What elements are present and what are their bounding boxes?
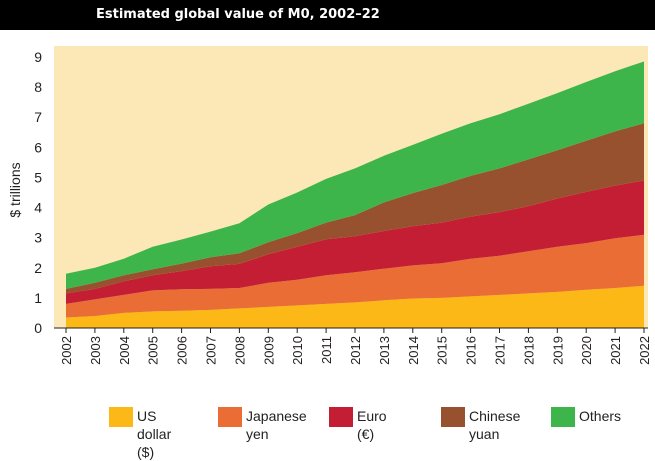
area-series-2	[66, 180, 644, 304]
y-tick-label-1: 1	[34, 290, 42, 306]
y-tick-label-4: 4	[34, 200, 42, 216]
legend-swatch-0	[109, 407, 133, 427]
legend-label-1: Japanese yen	[246, 408, 307, 442]
y-axis-label: $ trillions	[7, 162, 23, 217]
legend-swatch-1	[218, 407, 242, 427]
y-tick-label-3: 3	[34, 230, 42, 246]
legend-label-4: Others	[579, 408, 622, 424]
legend-label-2: Euro (€)	[357, 408, 387, 442]
y-tick-label-8: 8	[34, 79, 42, 95]
chart-area: 0 1 2 3 4 5 6 7 8 9 2002 2003 2004 2005 2006 2007 2008 20…	[7, 46, 652, 365]
x-tick-label-14: 2016	[464, 336, 479, 365]
legend-swatch-4	[551, 407, 575, 427]
area-series-0	[66, 285, 644, 328]
x-tick-label-7: 2009	[261, 336, 276, 365]
area-series-4	[66, 61, 644, 289]
x-tick-label-3: 2005	[146, 336, 161, 365]
y-tick-label-2: 2	[34, 260, 42, 276]
area-series-3	[66, 123, 644, 294]
y-tick-label-9: 9	[34, 49, 42, 65]
y-tick-label-0: 0	[34, 320, 42, 336]
x-tick-label-13: 2015	[435, 336, 450, 365]
x-tick-label-2: 2004	[117, 336, 132, 365]
area-series-1	[66, 234, 644, 318]
x-tick-label-8: 2010	[290, 336, 305, 365]
y-tick-label-5: 5	[34, 169, 42, 185]
x-tick-label-17: 2019	[550, 336, 565, 365]
legend-label-0: US dollar ($)	[137, 408, 172, 460]
x-tick-label-20: 2022	[637, 336, 652, 365]
x-tick-label-18: 2020	[579, 336, 594, 365]
x-tick-label-16: 2018	[521, 336, 536, 365]
x-tick-label-6: 2008	[232, 336, 247, 365]
y-tick-label-6: 6	[34, 139, 42, 155]
x-tick-label-1: 2003	[88, 336, 103, 365]
x-tick-label-11: 2013	[377, 336, 392, 365]
x-tick-label-19: 2021	[608, 336, 623, 365]
x-tick-label-0: 2002	[59, 336, 74, 365]
x-tick-label-9: 2011	[319, 336, 334, 364]
chart-title: Estimated global value of M0, 2002–22	[96, 7, 380, 22]
x-tick-label-5: 2007	[204, 336, 219, 365]
legend-label-3: Chinese yuan	[469, 408, 521, 442]
y-tick-label-7: 7	[34, 109, 42, 125]
x-tick-label-12: 2014	[406, 336, 421, 365]
x-tick-label-15: 2017	[493, 336, 508, 365]
x-tick-label-4: 2006	[175, 336, 190, 365]
title-bar: Estimated global value of M0, 2002–22	[0, 0, 655, 30]
legend-swatch-3	[441, 407, 465, 427]
legend: US dollar ($) Japanese yen Euro (€) Chinese…	[0, 405, 655, 460]
x-tick-label-10: 2012	[348, 336, 363, 365]
legend-swatch-2	[329, 407, 353, 427]
